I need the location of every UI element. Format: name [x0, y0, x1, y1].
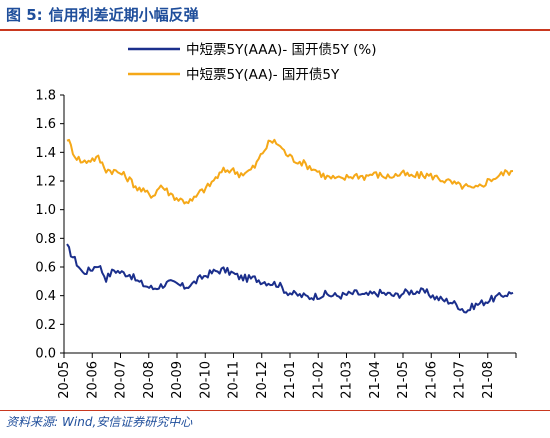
chart-axes: 0.0 0.2 0.4 0.6 0.8 1.0 1.2 1.4 1.6 1.8 20-05 20-06…	[35, 89, 517, 399]
x-tick-label: 21-03	[340, 361, 355, 399]
y-tick-label: 1.8	[35, 89, 56, 104]
y-tick-label: 1.2	[35, 175, 56, 190]
y-tick-label: 1.6	[35, 117, 56, 132]
x-tick-label: 20-07	[114, 361, 129, 399]
y-tick-label: 0.8	[35, 232, 56, 247]
source-text: Wind,安信证券研究中心	[62, 415, 193, 429]
title-divider	[0, 29, 550, 31]
series-line-0	[66, 243, 514, 314]
x-tick-label: 20-09	[170, 361, 185, 399]
x-tick-label: 21-08	[481, 361, 496, 399]
chart-legend: 中短票5Y(AAA)- 国开债5Y (%) 中短票5Y(AA)- 国开债5Y	[128, 42, 376, 83]
figure-label: 图 5:	[6, 6, 43, 24]
x-tick-label: 20-06	[85, 361, 100, 399]
series-line-1	[66, 138, 514, 205]
x-tick-label: 20-12	[255, 361, 270, 399]
source-prefix: 资料来源:	[6, 415, 59, 429]
legend-label-1: 中短票5Y(AA)- 国开债5Y	[186, 67, 340, 83]
legend-label-0: 中短票5Y(AAA)- 国开债5Y (%)	[186, 42, 376, 58]
chart-plot-area	[66, 138, 514, 314]
figure-title: 图 5: 信用利差近期小幅反弹	[6, 4, 205, 25]
x-tick-label: 21-07	[453, 361, 468, 399]
x-tick-label: 20-05	[57, 361, 72, 399]
x-tick-label: 20-10	[198, 361, 213, 399]
y-tick-label: 1.4	[35, 146, 56, 161]
source-divider	[0, 410, 550, 411]
y-tick-label: 0.0	[35, 347, 56, 362]
y-tick-label: 0.2	[35, 318, 56, 333]
x-tick-label: 21-04	[368, 361, 383, 399]
x-tick-label: 21-02	[311, 361, 326, 399]
y-tick-label: 1.0	[35, 203, 56, 218]
x-tick-label: 20-11	[227, 361, 242, 399]
y-tick-label: 0.4	[35, 289, 56, 304]
x-tick-label: 21-01	[283, 361, 298, 399]
x-tick-label: 21-05	[396, 361, 411, 399]
y-tick-label: 0.6	[35, 261, 56, 276]
x-tick-label: 20-08	[142, 361, 157, 399]
x-tick-label: 21-06	[424, 361, 439, 399]
figure-title-text: 信用利差近期小幅反弹	[48, 6, 199, 24]
source-note: 资料来源: Wind,安信证券研究中心	[6, 413, 196, 430]
